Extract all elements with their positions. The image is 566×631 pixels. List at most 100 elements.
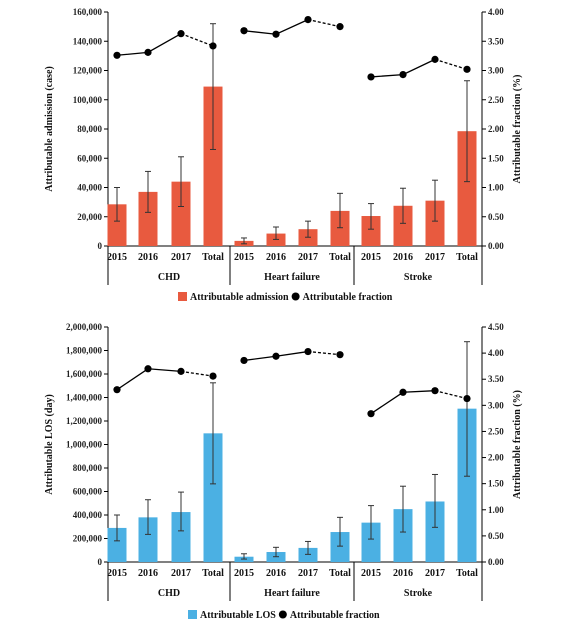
category-label: 2015 (361, 568, 381, 579)
y2-tick-label: 2.50 (488, 426, 504, 436)
group-label: CHD (158, 588, 180, 599)
category-label: 2015 (234, 252, 254, 263)
category-label: 2016 (393, 568, 413, 579)
y-tick-label: 1,200,000 (66, 416, 103, 426)
category-label: Total (456, 252, 478, 263)
y2-tick-label: 1.50 (488, 479, 504, 489)
fraction-point (144, 48, 152, 56)
fraction-point (304, 16, 312, 24)
bar (107, 527, 127, 562)
legend: Attributable LOS Attributable fraction (188, 610, 380, 621)
bar (298, 547, 318, 562)
group-label: Stroke (404, 588, 433, 599)
y-tick-label: 0 (98, 241, 103, 251)
legend: Attributable admission Attributable fract… (178, 292, 393, 303)
bar (138, 191, 158, 246)
category-label: 2017 (425, 252, 445, 263)
bar (330, 532, 350, 562)
y2-axis-title: Attributable fraction (%) (512, 75, 523, 184)
bar (171, 512, 191, 562)
fraction-point (336, 351, 344, 359)
bar (457, 408, 477, 562)
fraction-point (463, 65, 471, 73)
y2-tick-label: 3.00 (488, 66, 504, 76)
bar (107, 204, 127, 246)
y-tick-label: 1,800,000 (66, 346, 103, 356)
bar (361, 216, 381, 246)
fraction-point (399, 70, 407, 79)
fraction-point (304, 347, 312, 356)
y-tick-label: 40,000 (77, 183, 102, 193)
y2-tick-label: 1.50 (488, 153, 504, 163)
fraction-point (431, 55, 439, 63)
fraction-line-dashed (307, 18, 341, 28)
y-tick-label: 0 (98, 557, 103, 567)
fraction-line-dashed (180, 370, 214, 377)
legend-swatch-fraction (278, 610, 287, 619)
legend-swatch-fraction (291, 292, 300, 301)
category-label: 2016 (266, 568, 286, 579)
y-tick-label: 800,000 (73, 463, 103, 473)
bar (203, 433, 223, 562)
y2-tick-label: 2.50 (488, 95, 504, 105)
category-label: 2016 (266, 252, 286, 263)
legend-label-fraction: Attributable fraction (290, 610, 380, 621)
fraction-point (209, 42, 217, 50)
group-label: Stroke (404, 272, 433, 283)
y-tick-label: 1,400,000 (66, 393, 103, 403)
category-label: Total (202, 252, 224, 263)
y2-tick-label: 4.00 (488, 7, 504, 17)
category-label: Total (329, 568, 351, 579)
y-tick-label: 100,000 (73, 95, 103, 105)
category-label: 2016 (393, 252, 413, 263)
y2-tick-label: 3.50 (488, 36, 504, 46)
fraction-point (336, 23, 344, 31)
category-label: 2015 (234, 568, 254, 579)
bar (393, 205, 413, 246)
y-tick-label: 600,000 (73, 487, 103, 497)
fraction-point (113, 386, 121, 394)
fraction-point (399, 388, 407, 396)
fraction-point (272, 352, 280, 360)
y-tick-label: 160,000 (73, 7, 103, 17)
category-label: 2017 (298, 252, 318, 263)
y-tick-label: 20,000 (77, 212, 102, 222)
legend-label-fraction: Attributable fraction (303, 292, 393, 303)
y2-axis-title: Attributable fraction (%) (512, 390, 523, 499)
y2-tick-label: 4.00 (488, 348, 504, 358)
fraction-line-dashed (434, 390, 468, 400)
category-label: 2016 (138, 252, 158, 263)
y-tick-label: 60,000 (77, 153, 102, 163)
y2-tick-label: 0.00 (488, 241, 504, 251)
legend-swatch-bar (178, 292, 187, 301)
category-label: 2015 (107, 568, 127, 579)
chart-panel-2: 0 200,000 400,000 600,000 800,000 1,000,000 1,… (44, 322, 523, 621)
bar (203, 86, 223, 247)
bar (361, 522, 381, 562)
y2-tick-label: 0.50 (488, 212, 504, 222)
fraction-point (367, 73, 375, 81)
y2-tick-label: 0.50 (488, 531, 504, 541)
bar (425, 200, 445, 246)
group-label: Heart failure (264, 588, 320, 599)
y2-tick-label: 0.00 (488, 557, 504, 567)
legend-swatch-bar (188, 610, 197, 619)
category-label: Total (202, 568, 224, 579)
y-tick-label: 80,000 (77, 124, 102, 134)
fraction-point (240, 356, 248, 365)
y2-tick-label: 1.00 (488, 505, 504, 515)
category-label: 2017 (171, 568, 191, 579)
y2-tick-label: 3.50 (488, 374, 504, 384)
chart-panel-1: 0 20,000 40,000 60,000 80,000 100,000 120,000 1… (44, 7, 523, 303)
y2-tick-label: 3.00 (488, 400, 504, 410)
y-tick-label: 400,000 (73, 510, 103, 520)
bar (425, 501, 445, 562)
y-tick-label: 1,000,000 (66, 440, 103, 450)
bar (171, 181, 191, 246)
group-label: CHD (158, 272, 180, 283)
y-tick-label: 140,000 (73, 36, 103, 46)
fraction-line-dashed (307, 350, 341, 356)
y2-tick-label: 2.00 (488, 124, 504, 134)
y-tick-label: 2,000,000 (66, 322, 103, 332)
fraction-point (367, 410, 375, 418)
